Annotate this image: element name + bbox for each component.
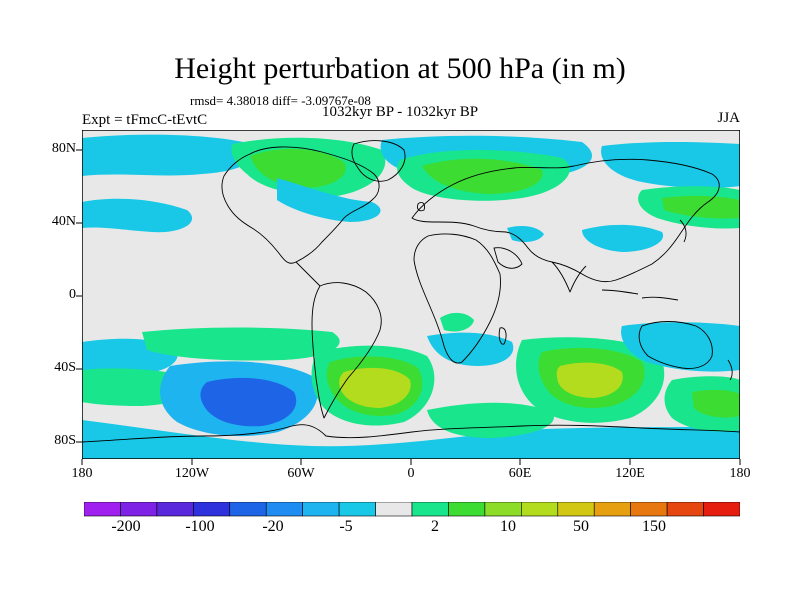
lon-tick-0: 0	[407, 466, 415, 481]
lon-tick-180-east: 180	[729, 466, 751, 481]
contour-region-nh-north-america-core	[250, 148, 346, 188]
height-perturbation-map	[82, 130, 740, 459]
contour-region-nh-siberia	[601, 142, 740, 189]
lat-tick-80s: 80S	[54, 433, 76, 448]
coastline-japan	[679, 219, 687, 243]
coastline-eurasia	[411, 158, 720, 283]
coastline-antarctica	[82, 424, 740, 443]
contour-region-sh-pacific-central	[142, 327, 340, 361]
colorbar-cell	[630, 502, 668, 517]
colorbar-label-2: 2	[431, 518, 439, 535]
coastline-arabia	[493, 247, 523, 269]
coastline-south-america	[311, 282, 382, 419]
rmsd-stats: rmsd= 4.38018 diff= -3.09767e-08	[190, 93, 371, 108]
lat-tick-0: 0	[69, 287, 76, 302]
colorbar	[84, 502, 740, 517]
time-subtitle: 1032kyr BP - 1032kyr BP	[322, 104, 479, 120]
colorbar-label-minus100: -100	[185, 518, 215, 535]
contour-region-sh-antarctic-low-core	[200, 377, 297, 427]
colorbar-label-minus5: -5	[339, 518, 353, 535]
contour-region-nh-east-asia	[582, 224, 664, 252]
coastline-india	[551, 261, 587, 293]
contour-region-nh-pacific-west	[82, 134, 257, 176]
lat-tick-40n: 40N	[51, 214, 76, 229]
lon-tick-120w: 120W	[174, 466, 210, 481]
coastline-indonesia	[601, 289, 679, 301]
colorbar-label-50: 50	[573, 518, 589, 535]
colorbar-cell	[229, 502, 267, 517]
colorbar-label-150: 150	[642, 518, 666, 535]
contour-region-sh-atlantic-high-core	[339, 367, 411, 408]
colorbar-label-minus200: -200	[111, 518, 141, 535]
contour-region-sh-pacific-far-east-core	[692, 389, 740, 418]
colorbar-cell	[703, 502, 740, 517]
coastline-uk	[417, 201, 425, 212]
colorbar-cell	[411, 502, 449, 517]
lat-tick-40s: 40S	[54, 360, 76, 375]
colorbar-cell	[193, 502, 231, 517]
contour-region-africa-small	[440, 312, 474, 332]
colorbar-cell	[375, 502, 413, 517]
coastline-australia	[638, 321, 713, 369]
colorbar-cell	[84, 502, 121, 517]
contour-region-sh-indian-west-low	[427, 332, 514, 366]
coastline-north-america	[221, 146, 380, 264]
colorbar-cell	[120, 502, 158, 517]
colorbar-cell	[265, 502, 303, 517]
coastline-madagascar	[498, 327, 507, 345]
lon-tick-60w: 60W	[287, 466, 315, 481]
lat-tick-80n: 80N	[51, 141, 76, 156]
lon-tick-180-west: 180	[71, 466, 93, 481]
coastline-new-zealand	[727, 359, 733, 381]
contour-region-sh-antarctic-ring	[82, 420, 740, 459]
season-label: JJA	[717, 110, 740, 126]
coastline-greenland	[351, 140, 406, 182]
colorbar-label-minus20: -20	[262, 518, 284, 535]
contour-region-sh-indian-high-core	[556, 362, 623, 398]
coastline-africa	[413, 233, 501, 364]
colorbar-cell	[484, 502, 522, 517]
colorbar-cell	[338, 502, 376, 517]
colorbar-cell	[557, 502, 595, 517]
colorbar-label-10: 10	[500, 518, 516, 535]
contour-region-nh-atlantic-small	[507, 226, 544, 242]
colorbar-cell	[448, 502, 486, 517]
coastline-central-america	[295, 261, 321, 287]
contour-region-nh-pacific-east	[82, 198, 193, 233]
plot-title: Height perturbation at 500 hPa (in m)	[174, 52, 626, 85]
lon-tick-60e: 60E	[508, 466, 532, 481]
colorbar-cell	[593, 502, 631, 517]
axis-ticks	[76, 149, 741, 465]
coastlines	[82, 140, 740, 443]
experiment-label: Expt = tFmcC-tEvtC	[82, 112, 208, 128]
colorbar-cell	[666, 502, 704, 517]
colorbar-cell	[156, 502, 194, 517]
colorbar-cell	[302, 502, 340, 517]
contour-region-sh-antarctic-east	[427, 402, 554, 438]
colorbar-cell	[521, 502, 559, 517]
lon-tick-120e: 120E	[615, 466, 645, 481]
